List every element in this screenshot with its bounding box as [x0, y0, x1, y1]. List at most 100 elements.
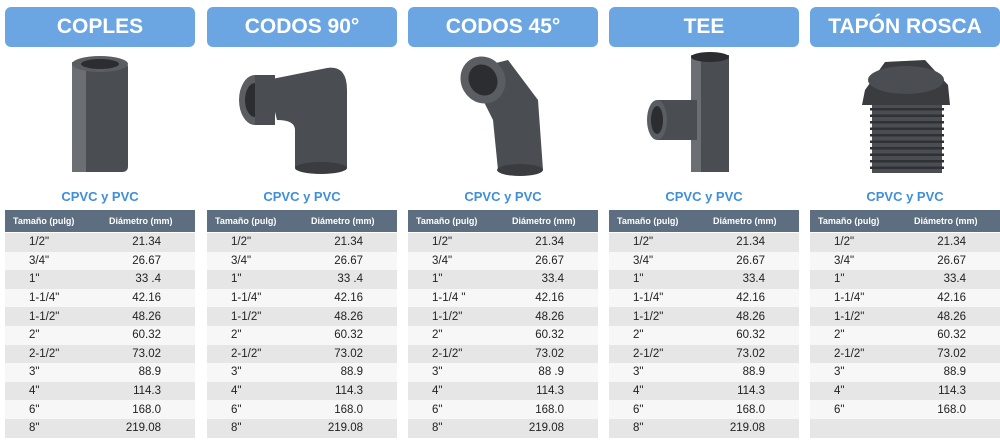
- size-cell: 6": [633, 403, 644, 416]
- table-row: 1" 33.4: [810, 270, 1000, 289]
- diameter-cell: 168.0: [334, 403, 363, 416]
- size-cell: 1-1/2": [29, 310, 60, 323]
- product-title: CODOS 90°: [207, 7, 397, 47]
- column-header: Diámetro (mm): [713, 216, 777, 226]
- size-cell: 1": [633, 273, 644, 286]
- table-row: 1-1/4" 42.16: [207, 288, 397, 308]
- table-row: 3" 88.9: [810, 363, 1000, 382]
- diameter-cell: 26.67: [736, 254, 765, 267]
- diameter-cell: 48.26: [535, 310, 564, 323]
- diameter-cell: 60.32: [334, 329, 363, 342]
- diameter-cell: 88.9: [138, 366, 161, 379]
- column-header: Diámetro (mm): [109, 216, 173, 226]
- table-row: 6" 168.0: [810, 400, 1000, 419]
- diameter-cell: 88.9: [340, 366, 363, 379]
- size-cell: 8": [29, 422, 40, 435]
- size-cell: 1/2": [633, 236, 654, 249]
- table-row: 1-1/4" 42.16: [810, 288, 1000, 308]
- size-cell: 8": [432, 422, 443, 435]
- table-row: 6" 168.0: [408, 400, 598, 419]
- table-row: 3/4" 26.67: [609, 251, 799, 271]
- table-header: Tamaño (pulg) Diámetro (mm): [5, 210, 195, 232]
- diameter-cell: 73.02: [736, 347, 765, 360]
- table-row: 2-1/2" 73.02: [207, 344, 397, 364]
- size-cell: 6": [432, 403, 443, 416]
- table-row: 3" 88.9: [5, 363, 195, 382]
- diameter-cell: 26.67: [334, 254, 363, 267]
- size-cell: 2": [29, 329, 40, 342]
- diameter-cell: 114.3: [938, 385, 966, 398]
- size-cell: 3/4": [834, 254, 855, 267]
- product-image: [408, 50, 598, 180]
- material-label: CPVC y PVC: [263, 189, 341, 204]
- column-header: Tamaño (pulg): [617, 216, 679, 226]
- table-row: 3" 88.9: [207, 363, 397, 382]
- size-cell: 3": [432, 366, 443, 379]
- table-row: 3/4" 26.67: [207, 251, 397, 271]
- size-cell: 1-1/4": [231, 292, 262, 305]
- table-row: 2" 60.32: [207, 326, 397, 345]
- table-row: 1/2" 21.34: [810, 233, 1000, 252]
- table-row: 3" 88 .9: [408, 363, 598, 382]
- diameter-cell: 88.9: [943, 366, 966, 379]
- size-cell: 3": [29, 366, 40, 379]
- diameter-cell: 33.4: [943, 273, 966, 286]
- table-row: 2" 60.32: [609, 326, 799, 345]
- diameter-cell: 114.3: [536, 385, 564, 398]
- diameter-cell: 219.08: [528, 422, 564, 435]
- diameter-cell: 48.26: [334, 310, 363, 323]
- size-cell: 3/4": [231, 254, 252, 267]
- table-row: 2-1/2" 73.02: [408, 344, 598, 364]
- diameter-cell: 48.26: [132, 310, 161, 323]
- table-row: 1-1/2" 48.26: [408, 307, 598, 326]
- table-row: 8" 219.08: [408, 419, 598, 438]
- table-row: 2" 60.32: [408, 326, 598, 345]
- table-row: 8" 219.08: [609, 419, 799, 438]
- diameter-cell: 21.34: [132, 236, 161, 249]
- size-cell: 2": [432, 329, 443, 342]
- column-header: Tamaño (pulg): [416, 216, 478, 226]
- table-row: 1-1/2" 48.26: [810, 307, 1000, 326]
- size-cell: 1/2": [834, 236, 855, 249]
- size-cell: 1": [231, 273, 242, 286]
- fitting-illustration: [460, 56, 543, 176]
- size-cell: 6": [231, 403, 242, 416]
- column-header: Tamaño (pulg): [818, 216, 880, 226]
- size-cell: 4": [834, 385, 845, 398]
- size-cell: 1": [834, 273, 845, 286]
- diameter-cell: 21.34: [736, 236, 765, 249]
- table-row: 1/2" 21.34: [609, 233, 799, 252]
- table-row: 1" 33 .4: [207, 270, 397, 289]
- table-header: Tamaño (pulg) Diámetro (mm): [810, 210, 1000, 232]
- size-cell: 3/4": [432, 254, 453, 267]
- diameter-cell: 42.16: [736, 292, 765, 305]
- table-row: 8" 219.08: [207, 419, 397, 438]
- size-cell: 4": [633, 385, 644, 398]
- size-cell: 1/2": [29, 236, 50, 249]
- size-cell: 1-1/4": [834, 292, 865, 305]
- column-header: Tamaño (pulg): [215, 216, 277, 226]
- table-row: 1" 33.4: [408, 270, 598, 289]
- product-title: COPLES: [5, 7, 195, 47]
- material-label: CPVC y PVC: [464, 189, 542, 204]
- table-header: Tamaño (pulg) Diámetro (mm): [609, 210, 799, 232]
- diameter-cell: 21.34: [535, 236, 564, 249]
- diameter-cell: 21.34: [937, 236, 966, 249]
- diameter-cell: 219.08: [327, 422, 363, 435]
- table-row: 6" 168.0: [609, 400, 799, 419]
- diameter-cell: 33.4: [541, 273, 564, 286]
- size-cell: 1-1/2": [432, 310, 463, 323]
- table-row: 2-1/2" 73.02: [5, 344, 195, 364]
- size-cell: 1-1/4 ": [432, 292, 466, 305]
- product-title: CODOS 45°: [408, 7, 598, 47]
- diameter-cell: 219.08: [729, 422, 765, 435]
- diameter-cell: 88 .9: [538, 366, 564, 379]
- diameter-cell: 114.3: [335, 385, 363, 398]
- table-row: 8" 219.08: [5, 419, 195, 438]
- size-cell: 8": [633, 422, 644, 435]
- table-row: 2-1/2" 73.02: [810, 344, 1000, 364]
- size-cell: 4": [432, 385, 443, 398]
- size-cell: 3": [633, 366, 644, 379]
- table-row: 4" 114.3: [408, 381, 598, 401]
- size-cell: 2-1/2": [633, 347, 664, 360]
